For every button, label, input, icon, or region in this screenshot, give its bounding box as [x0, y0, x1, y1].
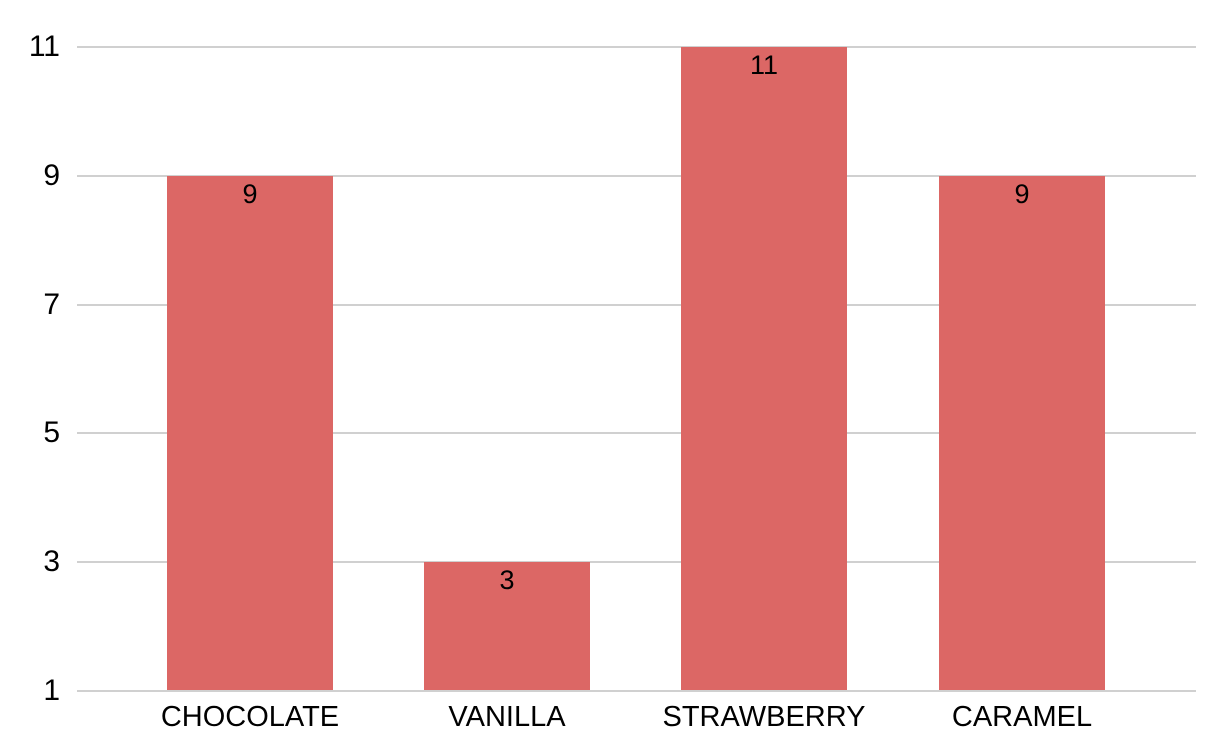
bar-chocolate: [167, 175, 333, 690]
y-tick-label: 9: [43, 158, 60, 192]
y-gridline: [77, 561, 1196, 564]
bar-strawberry: [681, 47, 847, 690]
x-axis-label-chocolate: CHOCOLATE: [160, 701, 340, 733]
bar-value-label: 9: [1014, 178, 1030, 209]
x-axis-label-strawberry: STRAWBERRY: [662, 701, 866, 733]
y-tick-label: 1: [43, 674, 60, 707]
x-axis-label-vanilla: VANILLA: [448, 701, 566, 733]
y-tick-label: 5: [43, 416, 60, 450]
x-axis-label-caramel: CARAMEL: [951, 701, 1093, 733]
bar-vanilla: [424, 562, 590, 690]
bar-value-label: 3: [499, 565, 515, 596]
y-gridline: [77, 432, 1196, 435]
y-tick-label: 3: [43, 545, 60, 579]
bar-value-label: 11: [749, 50, 779, 80]
y-tick-label: 7: [43, 287, 60, 321]
y-gridline: [77, 303, 1196, 306]
y-tick-label: 11: [28, 30, 60, 63]
bar-caramel: [939, 175, 1105, 690]
y-gridline: [77, 174, 1196, 177]
bar-value-label: 9: [242, 178, 258, 209]
x-axis-baseline: [77, 690, 1196, 692]
y-gridline: [77, 46, 1196, 48]
